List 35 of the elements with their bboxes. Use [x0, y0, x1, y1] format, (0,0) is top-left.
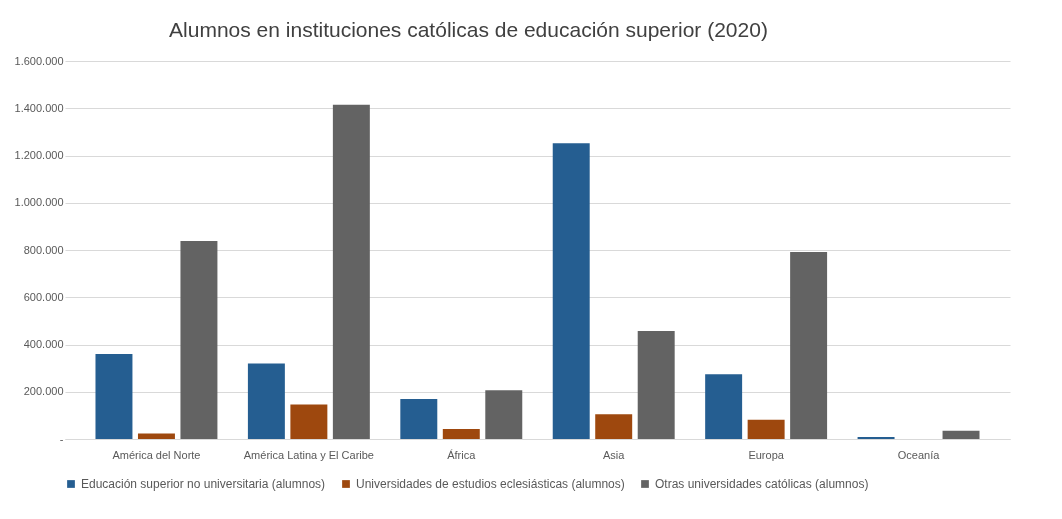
legend-label: Universidades de estudios eclesiásticas (alumnos) [356, 477, 625, 491]
y-tick-label: 200.000 [23, 385, 64, 398]
y-tick-label: 1.400.000 [14, 101, 64, 114]
x-tick-label: América del Norte [112, 448, 201, 461]
bar [747, 419, 785, 439]
y-tick-label: 1.000.000 [14, 196, 64, 209]
bar [705, 374, 743, 439]
bar [290, 404, 328, 439]
x-tick-label: Asia [603, 448, 626, 461]
bar [332, 104, 370, 439]
y-tick-label: 1.200.000 [14, 149, 64, 161]
bar [247, 363, 285, 439]
y-tick-label: 400.000 [23, 338, 64, 350]
bar [595, 414, 633, 439]
bar [400, 399, 438, 439]
bar [552, 143, 590, 439]
bar [637, 331, 675, 439]
bar [442, 429, 480, 439]
bar [180, 241, 218, 439]
legend-label: Otras universidades católicas (alumnos) [655, 477, 869, 491]
bar [485, 390, 523, 439]
bar [942, 430, 980, 439]
legend-label: Educación superior no universitaria (alumnos) [81, 477, 326, 491]
x-tick-label: Oceanía [897, 448, 941, 461]
bar [95, 353, 133, 439]
bar [790, 251, 828, 439]
y-tick-label: - [59, 432, 64, 445]
x-tick-label: América Latina y El Caribe [243, 448, 374, 461]
x-tick-label: África [447, 448, 477, 461]
chart-title: Alumnos en instituciones católicas de educación superior (2020) [169, 18, 768, 41]
bar [137, 433, 175, 439]
y-tick-label: 1.600.000 [14, 54, 64, 67]
y-tick-label: 600.000 [23, 290, 64, 303]
y-tick-label: 800.000 [23, 243, 64, 256]
x-tick-label: Europa [748, 448, 785, 461]
